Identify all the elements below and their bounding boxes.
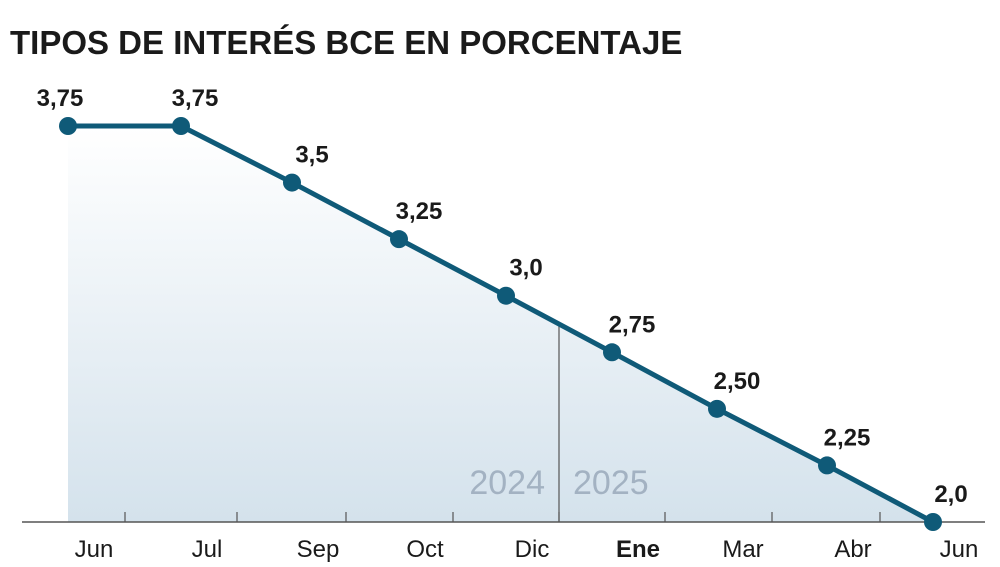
chart-title: TIPOS DE INTERÉS BCE EN PORCENTAJE <box>10 24 683 61</box>
data-point-3 <box>283 173 301 192</box>
value-label-1: 3,75 <box>37 85 84 112</box>
year-label-2024: 2024 <box>469 464 545 502</box>
value-label-4: 3,25 <box>396 198 443 225</box>
x-tick-label-9: Jun <box>940 536 979 563</box>
value-label-6: 2,75 <box>609 311 656 338</box>
value-label-9: 2,0 <box>934 481 967 508</box>
value-label-2: 3,75 <box>172 85 219 112</box>
area-fill <box>68 126 933 522</box>
data-point-2 <box>172 117 190 135</box>
x-tick-label-8: Abr <box>834 536 871 563</box>
value-label-7: 2,50 <box>714 368 761 395</box>
value-label-8: 2,25 <box>824 424 871 451</box>
x-tick-label-2: Jul <box>192 536 223 563</box>
x-tick-label-5: Dic <box>515 536 550 563</box>
x-tick-label-3: Sep <box>297 536 340 563</box>
year-label-2025: 2025 <box>573 464 649 502</box>
value-label-3: 3,5 <box>295 142 328 169</box>
data-point-5 <box>497 286 515 305</box>
data-point-7 <box>708 399 726 418</box>
data-point-8 <box>818 456 836 475</box>
x-tick-label-6: Ene <box>616 536 660 563</box>
x-tick-label-1: Jun <box>75 536 114 563</box>
data-point-6 <box>603 343 621 362</box>
data-point-1 <box>59 117 77 135</box>
x-tick-label-4: Oct <box>406 536 444 563</box>
data-point-9 <box>924 513 942 531</box>
x-tick-label-7: Mar <box>722 536 763 563</box>
value-label-5: 3,0 <box>509 255 542 282</box>
data-point-4 <box>390 230 408 249</box>
